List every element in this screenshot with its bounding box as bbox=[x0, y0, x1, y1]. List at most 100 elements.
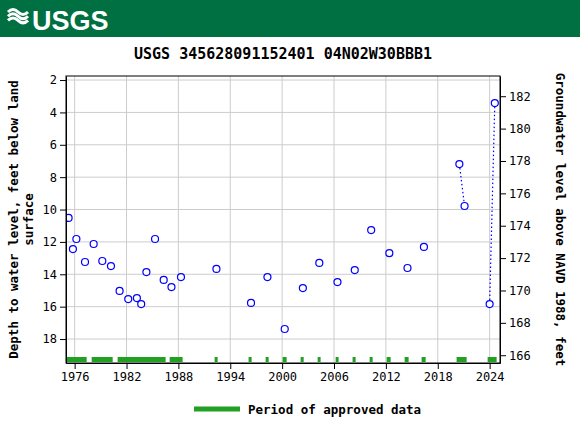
data-point bbox=[456, 161, 463, 168]
legend-label: Period of approved data bbox=[248, 402, 421, 417]
x-axis-line bbox=[67, 363, 501, 364]
data-point bbox=[90, 241, 97, 248]
x-axis-tick: 1994 bbox=[216, 363, 245, 384]
data-point bbox=[316, 259, 323, 266]
approved-period bbox=[387, 357, 391, 362]
plot-area bbox=[66, 100, 498, 362]
y2-axis-tick-label: 176 bbox=[509, 187, 531, 201]
y2-axis-tick-label: 178 bbox=[509, 154, 531, 168]
x-axis-tick: 1988 bbox=[164, 363, 193, 384]
approved-period bbox=[422, 357, 426, 362]
x-grid-line bbox=[178, 76, 179, 363]
y2-axis-tick: 174 bbox=[500, 219, 531, 233]
y-axis-tick: 10 bbox=[43, 203, 66, 217]
y2-axis-tick-mark bbox=[500, 193, 506, 194]
approved-period bbox=[283, 357, 287, 362]
x-grid-line bbox=[74, 76, 75, 363]
y2-axis-line bbox=[500, 77, 501, 364]
x-axis-tick-label: 2006 bbox=[320, 370, 349, 384]
y-axis-tick-mark bbox=[60, 274, 66, 275]
x-axis-tick-label: 2024 bbox=[476, 370, 505, 384]
data-point bbox=[368, 227, 375, 234]
approved-period bbox=[92, 357, 113, 362]
title: USGS 345628091152401 04N02W30BBB1 bbox=[134, 45, 432, 63]
y-axis-tick: 12 bbox=[43, 235, 66, 249]
data-point bbox=[125, 296, 132, 303]
legend-swatch bbox=[194, 407, 240, 412]
x-grid-line bbox=[489, 76, 490, 363]
x-axis-tick-mark bbox=[386, 363, 387, 369]
approved-period bbox=[170, 357, 183, 362]
x-axis-tick: 1976 bbox=[61, 363, 90, 384]
y2-axis-tick-label: 170 bbox=[509, 284, 531, 298]
approved-period bbox=[336, 357, 339, 362]
data-point bbox=[107, 263, 114, 270]
x-grid-line bbox=[230, 76, 231, 363]
y2-axis-tick-label: 174 bbox=[509, 219, 531, 233]
y-axis-tick-label: 8 bbox=[50, 171, 57, 185]
series-line bbox=[459, 164, 464, 206]
approved-period bbox=[118, 357, 166, 362]
y2-axis-tick-mark bbox=[500, 355, 506, 356]
y2-axis-title: Groundwater level above NAVD 1988, feet bbox=[553, 73, 568, 367]
data-point bbox=[152, 236, 159, 243]
x-axis-tick-mark bbox=[75, 363, 76, 369]
x-axis-tick: 2024 bbox=[476, 363, 505, 384]
logo: USGS bbox=[8, 6, 109, 36]
x-axis-tick-label: 1994 bbox=[216, 370, 245, 384]
y-grid-line bbox=[66, 339, 500, 340]
y-axis-tick-mark bbox=[60, 307, 66, 308]
y-axis-tick-mark bbox=[60, 112, 66, 113]
y-grid-line bbox=[66, 209, 500, 210]
y-axis-tick-label: 14 bbox=[43, 268, 57, 282]
x-axis-tick: 2018 bbox=[424, 363, 453, 384]
y2-axis-tick: 178 bbox=[500, 154, 531, 168]
y-axis: 24681012141618 bbox=[43, 73, 67, 363]
data-point bbox=[99, 258, 106, 265]
y-grid-line bbox=[66, 112, 500, 113]
y2-axis-tick-label: 182 bbox=[509, 90, 531, 104]
y-axis-title-line: Depth to water level, feet below land bbox=[6, 80, 21, 358]
data-point bbox=[281, 326, 288, 333]
grid bbox=[66, 76, 500, 363]
x-axis-tick-mark bbox=[127, 363, 128, 369]
data-point bbox=[116, 287, 123, 294]
approved-period bbox=[318, 357, 321, 362]
y-axis-tick-mark bbox=[60, 145, 66, 146]
y-axis-tick-mark bbox=[60, 210, 66, 211]
y2-axis-tick-mark bbox=[500, 96, 506, 97]
y-axis-tick-mark bbox=[60, 177, 66, 178]
y-axis-tick-label: 12 bbox=[43, 235, 57, 249]
header-bar bbox=[0, 0, 580, 37]
y2-axis-tick-mark bbox=[500, 323, 506, 324]
data-point bbox=[299, 285, 306, 292]
y-axis-tick: 14 bbox=[43, 268, 66, 282]
y-axis-tick: 2 bbox=[50, 73, 66, 87]
y-axis-tick: 8 bbox=[50, 171, 66, 185]
x-axis-tick-mark bbox=[282, 363, 283, 369]
data-point bbox=[461, 202, 468, 209]
x-axis-tick-mark bbox=[438, 363, 439, 369]
y-axis-line bbox=[66, 77, 67, 364]
x-axis-tick: 2006 bbox=[320, 363, 349, 384]
x-axis-tick-label: 1988 bbox=[164, 370, 193, 384]
y-axis-tick-label: 6 bbox=[50, 138, 57, 152]
x-axis-tick-label: 2018 bbox=[424, 370, 453, 384]
y2-axis-tick: 166 bbox=[500, 349, 531, 363]
y-axis-title-line: surface bbox=[21, 193, 36, 246]
approved-period bbox=[301, 357, 304, 362]
x-grid-line bbox=[282, 76, 283, 363]
approved-period bbox=[353, 357, 356, 362]
y2-axis-tick: 170 bbox=[500, 284, 531, 298]
y2-axis-tick-label: 172 bbox=[509, 251, 531, 265]
data-point bbox=[351, 267, 358, 274]
y-axis-tick: 16 bbox=[43, 300, 66, 314]
data-point bbox=[177, 274, 184, 281]
chart: USGS USGS 345628091152401 04N02W30BBB1 197… bbox=[0, 0, 580, 430]
data-point bbox=[486, 301, 493, 308]
y2-axis-tick-mark bbox=[500, 129, 506, 130]
y2-axis-tick-label: 166 bbox=[509, 349, 531, 363]
data-point bbox=[160, 276, 167, 283]
x-axis-tick-label: 1976 bbox=[61, 370, 90, 384]
y-axis-tick-label: 18 bbox=[43, 332, 57, 346]
